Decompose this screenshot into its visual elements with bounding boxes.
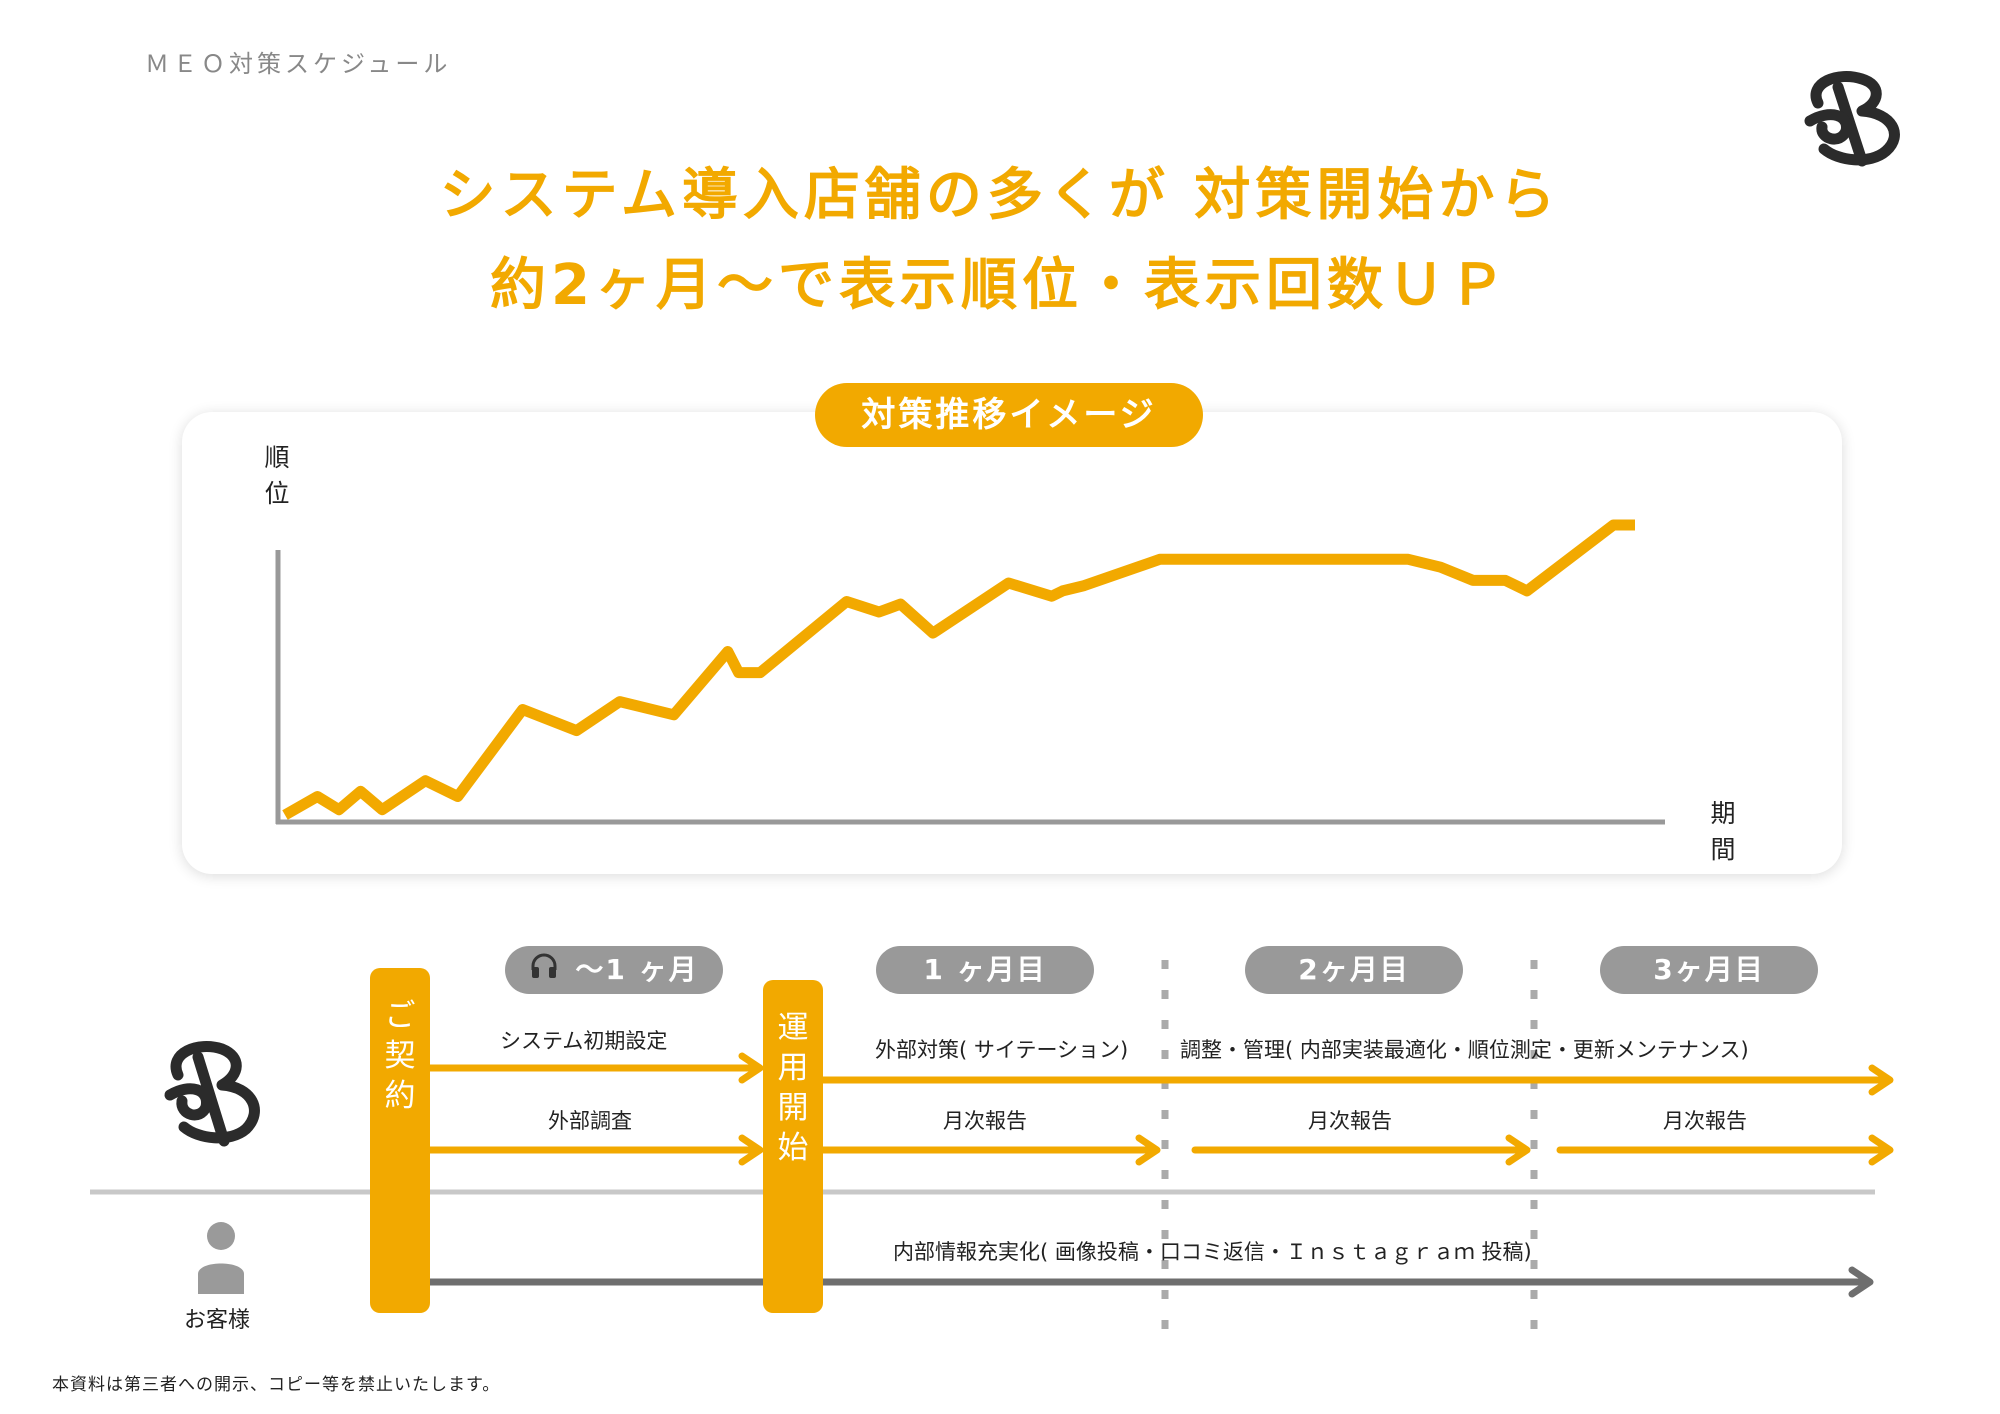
label-external-research: 外部調査 (548, 1109, 632, 1133)
period-pill-month-2: 2ヶ月目 (1245, 946, 1463, 994)
period-pill-setup: ～1 ヶ月 (505, 946, 723, 994)
customer-label: お客様 (184, 1308, 251, 1333)
document-subtitle: ＭＥＯ対策スケジュール (145, 50, 452, 78)
contract-char-2: 契 (384, 1038, 416, 1074)
brand-logo-company (164, 1041, 260, 1147)
contract-bar: ご 契 約 (370, 968, 430, 1313)
y-axis-label: 順位 (264, 443, 290, 508)
label-internal-info: 内部情報充実化( 画像投稿・口コミ返信・Ｉｎｓｔａｇｒａｍ 投稿) (893, 1240, 1532, 1264)
headset-icon (529, 947, 559, 995)
customer-icon (198, 1222, 244, 1294)
period-label-setup: ～1 ヶ月 (575, 953, 699, 986)
label-initial-setup: システム初期設定 (500, 1029, 668, 1053)
headline-line-2: 約2ヶ月～で表示順位・表示回数ＵＰ (490, 253, 1510, 318)
contract-char-1: ご (384, 998, 416, 1034)
operation-char-2: 用 (777, 1050, 809, 1086)
chart-title-pill: 対策推移イメージ (815, 383, 1203, 447)
period-pill-month-3: 3ヶ月目 (1600, 946, 1818, 994)
footer-notice: 本資料は第三者への開示、コピー等を禁止いたします。 (52, 1375, 501, 1395)
x-axis-label: 期間 (1710, 799, 1736, 864)
label-monthly-report-3: 月次報告 (1663, 1109, 1747, 1133)
period-pill-month-1: 1 ヶ月目 (876, 946, 1094, 994)
series-line-ranking (282, 519, 1635, 820)
label-management: 調整・管理( 内部実装最適化・順位測定・更新メンテナンス) (1180, 1038, 1749, 1062)
operation-start-bar: 運 用 開 始 (763, 980, 823, 1313)
brand-logo (1804, 71, 1900, 167)
headline-line-1: システム導入店舗の多くが 対策開始から (439, 163, 1561, 228)
operation-char-3: 開 (777, 1090, 809, 1126)
operation-char-1: 運 (777, 1010, 809, 1046)
label-external-measures: 外部対策( サイテーション) (875, 1038, 1129, 1062)
contract-char-3: 約 (384, 1078, 416, 1114)
operation-char-4: 始 (777, 1130, 809, 1166)
label-monthly-report-1: 月次報告 (943, 1109, 1027, 1133)
label-monthly-report-2: 月次報告 (1308, 1109, 1392, 1133)
